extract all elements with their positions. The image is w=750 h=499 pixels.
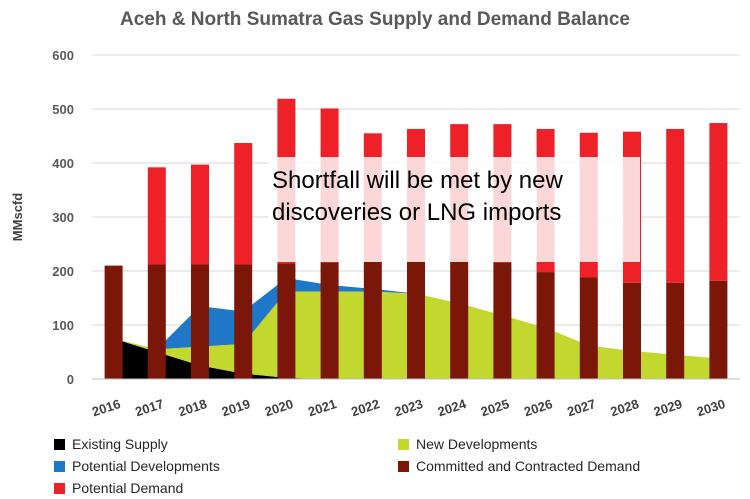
legend-swatch: [54, 438, 65, 450]
legend-label: Potential Demand: [72, 480, 184, 496]
bar-potential-demand: [709, 123, 728, 281]
legend-item-potential-demand: Potential Demand: [54, 480, 183, 496]
legend-label: Potential Developments: [72, 458, 220, 474]
y-tick-label: 300: [52, 210, 74, 225]
legend-swatch: [398, 460, 409, 472]
bar-committed-demand: [450, 259, 469, 379]
bar-committed-demand: [320, 262, 339, 379]
x-tick-label: 2030: [695, 396, 727, 419]
x-tick-label: 2020: [263, 396, 295, 419]
legend-swatch: [54, 482, 65, 494]
y-axis-label: MMscfd: [10, 193, 25, 241]
legend-item-existing-supply: Existing Supply: [54, 436, 168, 452]
y-tick-label: 500: [52, 102, 74, 117]
legend-item-committed-demand: Committed and Contracted Demand: [398, 458, 640, 474]
x-tick-label: 2022: [349, 396, 381, 419]
x-tick-label: 2016: [90, 396, 122, 419]
chart-title: Aceh & North Sumatra Gas Supply and Dema…: [120, 9, 630, 30]
bar-potential-demand: [666, 128, 685, 283]
y-tick-label: 100: [52, 318, 74, 333]
area-series-0: [113, 338, 719, 379]
x-tick-label: 2028: [609, 396, 641, 419]
bar-committed-demand: [234, 264, 253, 379]
legend-label: New Developments: [416, 436, 538, 452]
bar-potential-demand: [191, 164, 209, 265]
bar-committed-demand: [623, 282, 641, 379]
x-tick-label: 2019: [220, 396, 252, 419]
legend-label: Committed and Contracted Demand: [416, 458, 641, 474]
y-tick-label: 600: [52, 48, 74, 63]
bar-committed-demand: [666, 282, 685, 379]
bar-committed-demand: [579, 277, 598, 379]
bar-potential-demand: [234, 143, 253, 265]
legend-item-potential-developments: Potential Developments: [54, 458, 220, 474]
bar-committed-demand: [709, 280, 728, 379]
shortfall-annotation: Shortfall will be met by new discoveries…: [272, 167, 563, 226]
legend-swatch: [54, 460, 65, 472]
x-tick-label: 2026: [522, 396, 554, 419]
x-tick-label: 2024: [436, 396, 469, 419]
x-tick-label: 2018: [177, 396, 209, 419]
bar-committed-demand: [104, 265, 123, 379]
area-series-2: [113, 278, 719, 359]
bar-committed-demand: [191, 264, 209, 379]
bar-committed-demand: [147, 264, 166, 379]
bar-committed-demand: [363, 261, 382, 379]
y-tick-label: 400: [52, 156, 74, 171]
x-tick-label: 2021: [306, 396, 338, 419]
bar-potential-demand: [147, 167, 166, 265]
y-tick-label: 0: [67, 372, 74, 387]
bar-committed-demand: [407, 260, 425, 379]
bar-committed-demand: [493, 262, 512, 379]
bar-committed-demand: [277, 263, 296, 379]
legend-label: Existing Supply: [72, 436, 168, 452]
legend-swatch: [398, 438, 409, 450]
x-tick-label: 2025: [479, 396, 511, 419]
x-tick-label: 2029: [652, 396, 684, 419]
x-tick-label: 2017: [133, 396, 165, 419]
x-tick-label: 2023: [393, 396, 425, 419]
annotation-backdrop: [268, 157, 640, 262]
y-tick-label: 200: [52, 264, 74, 279]
x-tick-label: 2027: [565, 396, 597, 419]
bar-committed-demand: [536, 272, 555, 379]
legend-item-new-developments: New Developments: [398, 436, 537, 452]
